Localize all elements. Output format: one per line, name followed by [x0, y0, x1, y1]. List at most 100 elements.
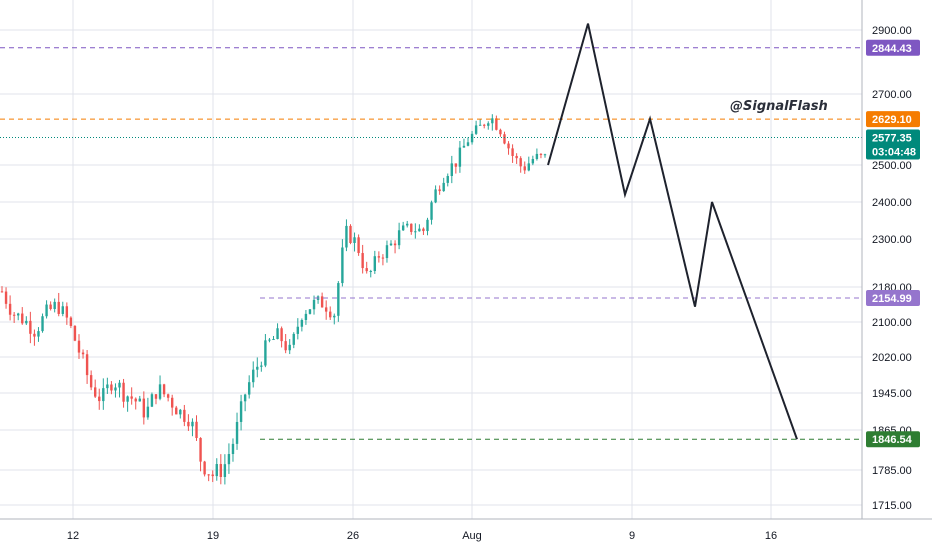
y-tick-label: 2300.00	[872, 234, 912, 246]
price-badge-label: 1846.54	[872, 434, 913, 446]
candle	[175, 405, 178, 415]
candle	[264, 334, 267, 368]
candle	[308, 309, 312, 315]
price-badge-label: 2577.35	[872, 133, 912, 145]
y-tick-label: 1715.00	[872, 500, 912, 512]
x-tick-label: Aug	[462, 530, 482, 542]
y-tick-label: 2900.00	[872, 25, 912, 37]
candle	[150, 392, 154, 408]
candle	[337, 281, 340, 322]
candle	[466, 137, 470, 147]
candle	[85, 350, 89, 384]
candle	[122, 378, 125, 408]
candle	[191, 418, 194, 437]
candle	[146, 397, 150, 420]
projection-polyline	[547, 23, 798, 440]
candle	[280, 326, 283, 348]
candle	[527, 156, 530, 172]
candle	[98, 388, 101, 410]
candle	[495, 115, 498, 131]
candle	[329, 306, 332, 321]
candle	[110, 381, 113, 395]
y-tick-label: 2500.00	[872, 160, 912, 172]
candle	[361, 244, 364, 274]
price-badge: 2577.35 03:04:48	[866, 129, 920, 160]
candle	[134, 397, 137, 410]
candle	[158, 375, 162, 401]
price-badge-label: 2844.43	[872, 43, 912, 55]
candle	[57, 292, 60, 317]
grid-lines	[0, 0, 862, 519]
x-tick-label: 12	[67, 530, 79, 542]
candle	[284, 333, 287, 354]
candle	[21, 307, 24, 325]
candle	[203, 460, 206, 477]
candle	[179, 408, 182, 419]
candle	[470, 130, 474, 145]
candle	[341, 239, 344, 287]
candle	[491, 114, 494, 131]
price-badge: 2844.43	[866, 39, 920, 56]
candle	[247, 375, 251, 399]
candle	[410, 223, 413, 235]
candle	[276, 323, 279, 340]
candle	[507, 141, 510, 155]
candle	[292, 332, 295, 349]
candle	[260, 361, 263, 372]
candle	[17, 312, 20, 321]
candle	[450, 155, 453, 184]
candle	[365, 261, 368, 274]
candle	[389, 240, 393, 246]
candle	[515, 153, 518, 164]
candle	[430, 200, 433, 225]
candle	[94, 379, 97, 398]
candle	[4, 287, 8, 309]
candle	[418, 224, 421, 232]
candle	[288, 339, 291, 355]
candle	[223, 454, 227, 485]
projection-path	[547, 23, 798, 440]
price-badge: 1846.54	[866, 431, 920, 448]
price-badge: 2629.10	[866, 111, 920, 128]
candle	[219, 454, 223, 485]
candle	[12, 312, 16, 323]
candle	[37, 327, 40, 342]
candle	[519, 156, 522, 173]
candle	[357, 234, 360, 256]
candle	[102, 378, 105, 410]
countdown-label: 03:04:48	[872, 147, 916, 159]
candle	[454, 163, 458, 174]
candle	[239, 394, 243, 431]
candle	[543, 153, 547, 158]
candle	[268, 337, 271, 343]
candle	[215, 458, 218, 481]
candle	[45, 300, 48, 319]
candle	[397, 222, 401, 250]
candle	[462, 138, 466, 148]
candle	[81, 349, 85, 359]
candle	[73, 325, 77, 342]
candle	[142, 391, 146, 425]
price-badges: 2844.43 2629.10 2577.35 03:04:48 2154.99 1846…	[866, 39, 920, 448]
candle	[170, 394, 174, 416]
candle	[478, 119, 482, 126]
candle	[531, 155, 535, 166]
candle	[434, 185, 437, 204]
candle	[41, 313, 44, 333]
candle	[154, 394, 158, 405]
candle	[385, 240, 389, 263]
candle	[401, 221, 405, 231]
y-tick-label: 1945.00	[872, 388, 912, 400]
candles	[0, 114, 547, 485]
candle	[61, 301, 64, 317]
candle	[8, 295, 12, 321]
price-badge: 2154.99	[866, 289, 920, 306]
y-tick-label: 2400.00	[872, 197, 912, 209]
candle	[446, 173, 449, 187]
price-badge-label: 2154.99	[872, 293, 912, 305]
candle	[0, 286, 4, 293]
x-tick-label: 26	[347, 530, 359, 542]
candle	[89, 370, 93, 391]
candle	[393, 240, 397, 254]
